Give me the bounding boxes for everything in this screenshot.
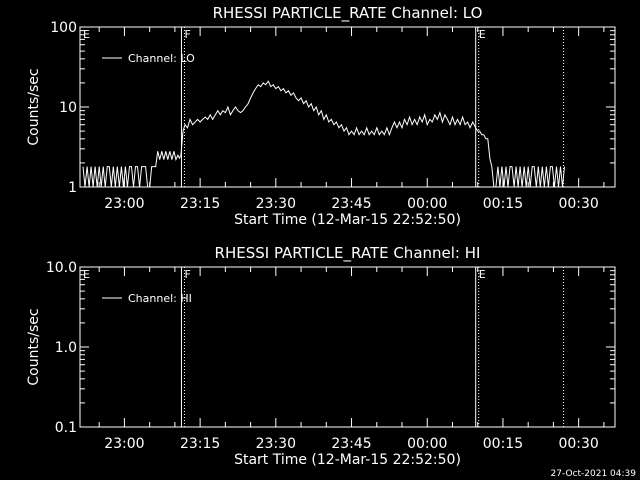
y-tick-label: 10 (59, 100, 77, 116)
plot-frame (79, 266, 616, 428)
footer-date: 27-Oct-2021 04:39 (551, 469, 637, 479)
x-tick-label: 00:15 (483, 196, 523, 212)
marker-label: E (479, 268, 486, 281)
chart-title: RHESSI PARTICLE_RATE Channel: HI (215, 244, 481, 263)
x-tick-label: 23:00 (104, 196, 144, 212)
x-tick-label: 23:00 (104, 436, 144, 452)
panel-hi: RHESSI PARTICLE_RATE Channel: HI Counts/s… (26, 244, 616, 468)
marker-label: F (184, 268, 190, 281)
x-axis-label: Start Time (12-Mar-15 22:52:50) (234, 212, 461, 228)
x-tick-label: 23:30 (256, 436, 296, 452)
x-axis-label: Start Time (12-Mar-15 22:52:50) (234, 452, 461, 468)
x-tick-label: 23:30 (256, 196, 296, 212)
x-tick-label: 23:15 (180, 436, 220, 452)
legend-label: Channel: HI (128, 292, 192, 305)
x-tick-label: 23:45 (331, 196, 371, 212)
y-tick-label: 100 (50, 20, 77, 36)
x-tick-label: 00:15 (483, 436, 523, 452)
series-line (82, 80, 565, 188)
plot-frame (79, 26, 616, 188)
y-tick-label: 10.0 (46, 260, 77, 276)
y-tick-label: 1 (68, 180, 77, 196)
y-tick-label: 0.1 (55, 420, 77, 436)
legend-label: Channel: LO (128, 52, 195, 65)
x-tick-label: 00:30 (558, 196, 598, 212)
marker-label: E (83, 28, 90, 41)
x-tick-label: 23:15 (180, 196, 220, 212)
marker-label: E (479, 28, 486, 41)
y-axis-label: Counts/sec (26, 308, 42, 385)
marker-label: E (83, 268, 90, 281)
y-tick-label: 1.0 (55, 340, 77, 356)
x-tick-label: 00:30 (558, 436, 598, 452)
x-tick-label: 23:45 (331, 436, 371, 452)
chart-title: RHESSI PARTICLE_RATE Channel: LO (213, 4, 483, 23)
panel-lo: RHESSI PARTICLE_RATE Channel: LO Counts/s… (26, 4, 616, 228)
marker-label: F (184, 28, 190, 41)
x-tick-label: 00:00 (407, 196, 447, 212)
x-tick-label: 00:00 (407, 436, 447, 452)
y-axis-label: Counts/sec (26, 68, 42, 145)
